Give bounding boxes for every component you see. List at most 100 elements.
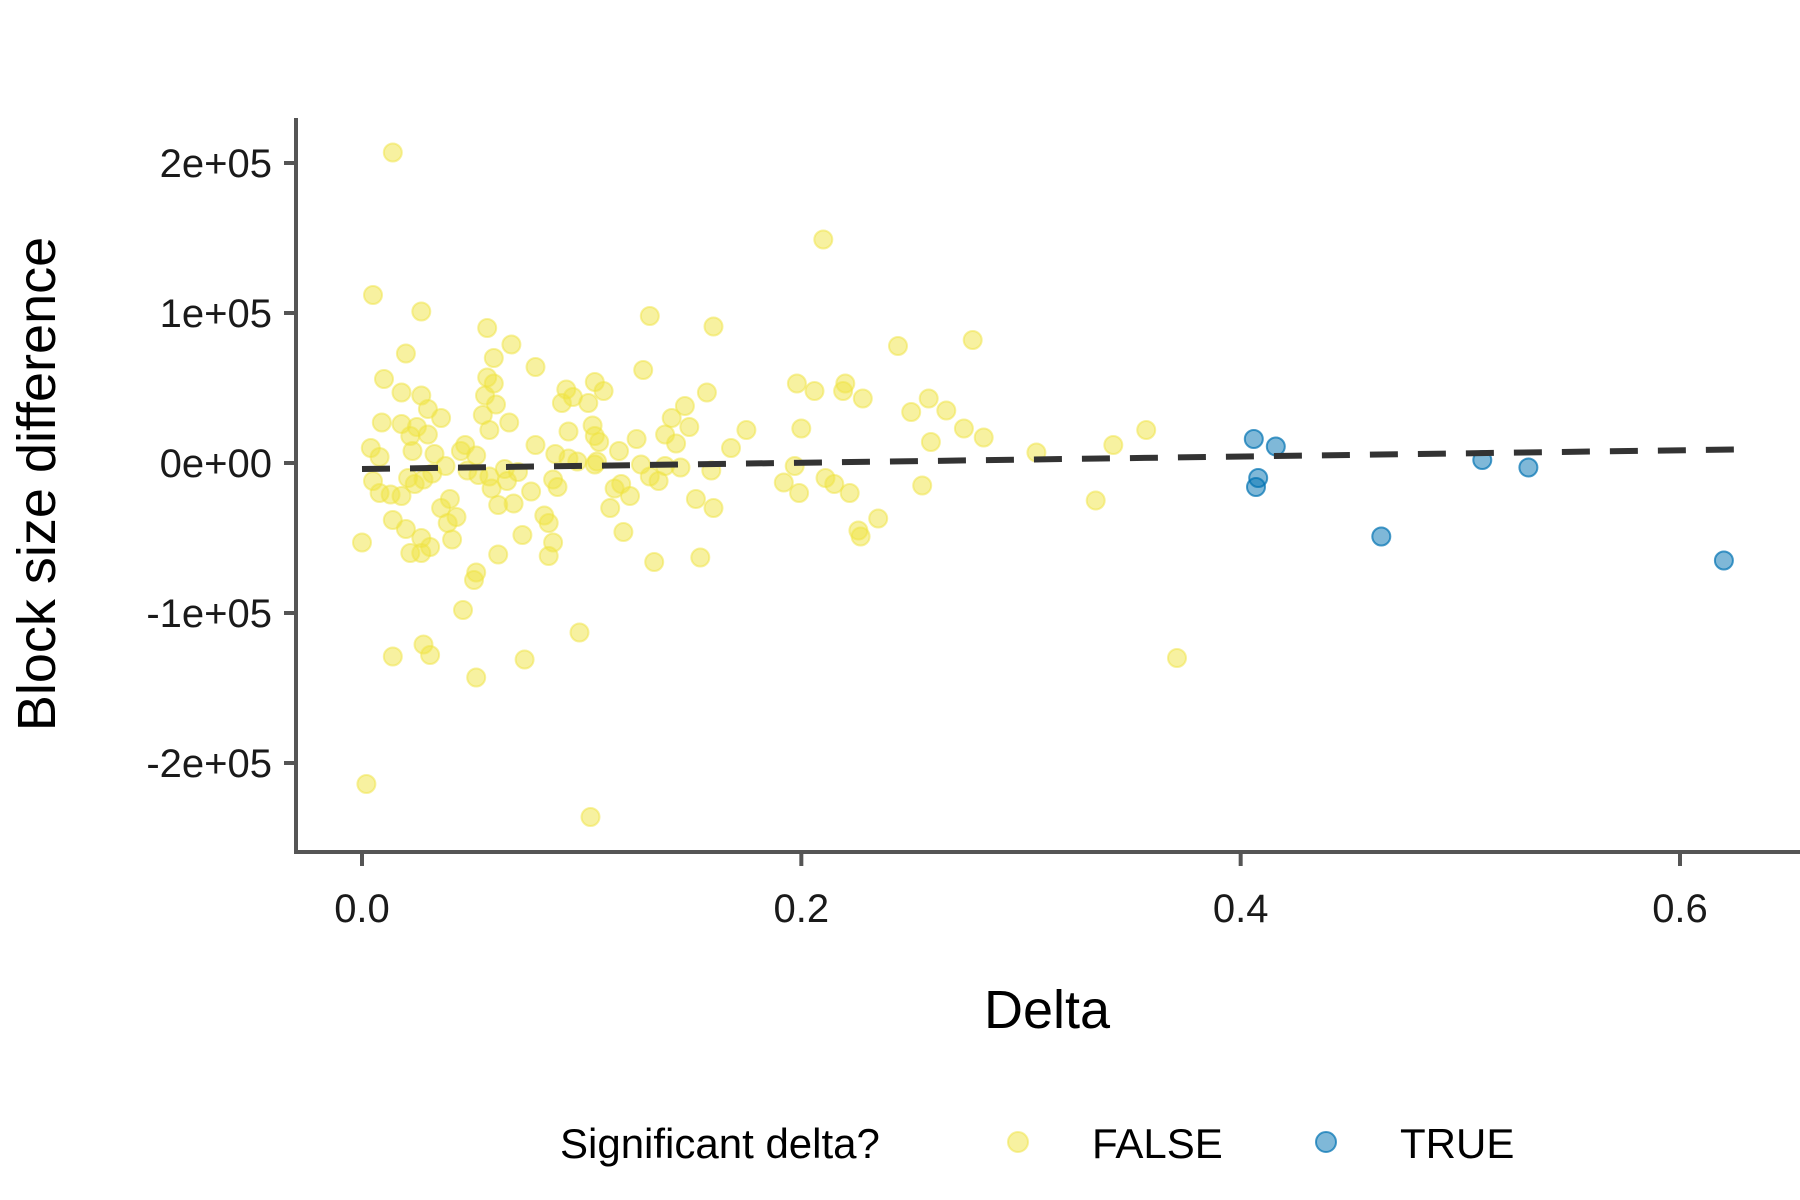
point-false-150 <box>973 427 994 448</box>
point-false-12 <box>417 424 438 445</box>
y-tick-label: -2e+05 <box>146 742 272 786</box>
point-false-153 <box>1103 435 1124 455</box>
y-tick-label: 2e+05 <box>160 142 272 186</box>
point-false-146 <box>920 432 941 452</box>
point-false-87 <box>481 478 502 499</box>
point-false-149 <box>962 330 983 350</box>
point-false-52 <box>514 649 535 670</box>
legend-key-false <box>1007 1131 1029 1153</box>
point-false-73 <box>558 421 579 442</box>
point-false-36 <box>395 519 416 539</box>
point-false-116 <box>609 441 629 461</box>
point-false-65 <box>479 420 500 440</box>
point-false-50 <box>420 645 441 665</box>
point-false-64 <box>499 412 520 433</box>
point-false-125 <box>721 438 741 458</box>
point-false-113 <box>679 417 700 437</box>
point-false-72 <box>593 381 614 401</box>
point-false-76 <box>589 432 610 452</box>
point-false-95 <box>512 525 533 545</box>
point-false-90 <box>521 481 542 502</box>
point-false-134 <box>824 474 845 494</box>
point-false-111 <box>661 408 682 428</box>
point-false-154 <box>1136 420 1157 440</box>
point-false-119 <box>644 552 665 572</box>
point-false-4 <box>374 369 394 389</box>
y-ticks: 2e+05 1e+05 0e+00 -1e+05 -2e+05 <box>146 142 296 786</box>
point-false-62 <box>486 394 506 415</box>
point-false-129 <box>791 418 812 439</box>
legend-label-true: TRUE <box>1400 1120 1514 1167</box>
legend-key-true <box>1315 1131 1337 1153</box>
y-tick-label: 0e+00 <box>160 442 272 486</box>
point-true-7 <box>1713 550 1734 571</box>
point-false-122 <box>696 382 717 403</box>
x-tick-label: 0.6 <box>1652 887 1708 931</box>
point-false-137 <box>839 483 860 503</box>
x-tick-label: 0.4 <box>1213 887 1269 931</box>
point-false-27 <box>391 486 412 506</box>
point-false-94 <box>538 513 559 533</box>
point-false-128 <box>789 483 810 503</box>
point-false-46 <box>453 600 473 620</box>
point-false-40 <box>411 543 432 563</box>
point-false-58 <box>483 348 504 368</box>
x-tick-label: 0.0 <box>334 887 390 931</box>
point-false-115 <box>626 429 647 449</box>
point-true-0 <box>1243 429 1264 449</box>
point-false-16 <box>402 441 423 461</box>
y-tick-label: -1e+05 <box>146 592 272 636</box>
legend-title: Significant delta? <box>560 1120 880 1167</box>
point-false-15 <box>369 447 390 467</box>
point-true-6 <box>1518 457 1539 478</box>
point-false-53 <box>356 774 377 794</box>
point-false-66 <box>525 357 546 377</box>
point-false-123 <box>703 316 724 337</box>
legend: Significant delta? FALSE TRUE <box>560 1120 1514 1167</box>
point-false-82 <box>584 454 605 475</box>
point-false-117 <box>685 489 706 509</box>
point-false-92 <box>547 477 568 497</box>
point-false-142 <box>888 336 908 356</box>
point-false-57 <box>501 334 522 355</box>
point-true-3 <box>1246 477 1266 497</box>
point-false-138 <box>852 388 873 409</box>
point-false-141 <box>868 508 889 529</box>
point-false-114 <box>666 433 687 454</box>
y-axis-title: Block size difference <box>7 237 67 731</box>
point-false-109 <box>639 306 660 326</box>
point-false-33 <box>439 489 460 509</box>
point-false-136 <box>835 373 856 394</box>
point-false-132 <box>813 229 834 250</box>
point-false-99 <box>613 522 634 542</box>
point-false-70 <box>578 393 599 413</box>
legend-label-false: FALSE <box>1092 1120 1223 1167</box>
point-false-44 <box>464 570 484 590</box>
point-false-0 <box>382 142 403 163</box>
point-false-97 <box>538 546 559 566</box>
point-false-126 <box>773 472 794 493</box>
point-false-89 <box>503 493 524 514</box>
point-false-47 <box>352 532 372 553</box>
point-false-145 <box>918 388 939 409</box>
point-true-4 <box>1371 526 1392 547</box>
point-false-5 <box>391 382 412 403</box>
point-false-8 <box>371 412 392 433</box>
point-false-13 <box>431 408 452 428</box>
point-false-155 <box>1167 648 1187 668</box>
x-axis-title: Delta <box>984 980 1111 1040</box>
point-false-112 <box>674 396 695 416</box>
point-false-148 <box>953 418 974 439</box>
point-false-42 <box>442 529 463 550</box>
point-false-56 <box>477 318 498 338</box>
point-false-143 <box>901 402 922 422</box>
point-false-118 <box>690 547 711 568</box>
point-false-2 <box>411 301 432 322</box>
point-false-54 <box>580 807 601 827</box>
point-false-127 <box>784 456 805 476</box>
point-false-98 <box>600 498 621 518</box>
points-layer <box>352 142 1734 827</box>
point-false-144 <box>912 475 933 496</box>
point-false-41 <box>437 513 458 533</box>
